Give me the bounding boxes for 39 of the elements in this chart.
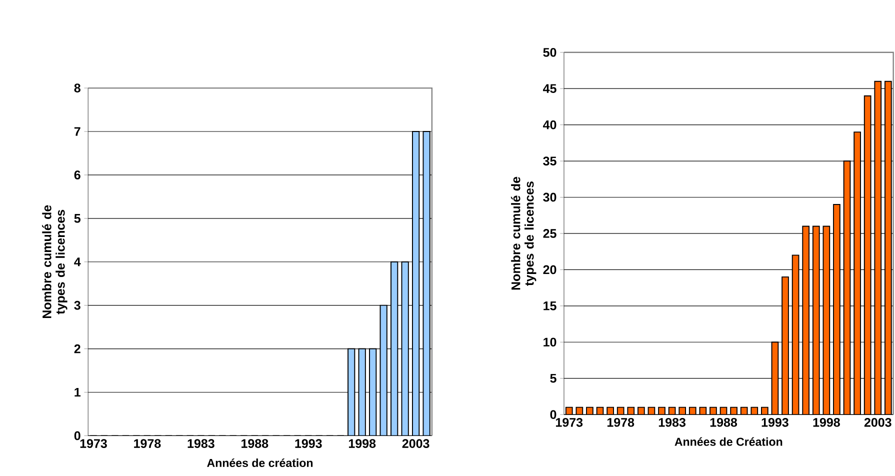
x-tick-label: 2003 bbox=[402, 439, 430, 448]
y-axis-title: Nombre cumulé de types de licences bbox=[42, 205, 68, 318]
x-tick-label: 1973 bbox=[556, 418, 583, 427]
y-tick-label: 0 bbox=[550, 410, 556, 419]
x-tick-label: 1993 bbox=[762, 418, 788, 427]
y-tick-label: 2 bbox=[74, 344, 80, 354]
x-tick-label: 1983 bbox=[188, 439, 214, 448]
y-tick-label: 3 bbox=[74, 300, 80, 310]
x-tick-label: 1978 bbox=[134, 439, 161, 448]
x-tick-label: 1978 bbox=[607, 418, 634, 427]
y-tick-label: 10 bbox=[544, 338, 556, 346]
x-tick-label: 2003 bbox=[864, 418, 892, 427]
x-axis-title: Années de création bbox=[207, 458, 313, 467]
y-tick-label: 40 bbox=[543, 120, 556, 130]
x-tick-label: 1993 bbox=[295, 439, 322, 448]
y-tick-label: 7 bbox=[74, 127, 80, 136]
x-tick-label: 1973 bbox=[80, 439, 107, 448]
y-tick-label: 6 bbox=[74, 170, 80, 180]
y-tick-label: 50 bbox=[543, 48, 556, 57]
bar bbox=[422, 130, 430, 436]
y-tick-label: 5 bbox=[550, 374, 556, 383]
x-tick-label: 1998 bbox=[348, 439, 376, 448]
y-tick-label: 8 bbox=[74, 84, 80, 92]
y-tick-label: 0 bbox=[74, 431, 80, 440]
x-tick-label: 1988 bbox=[710, 418, 738, 427]
x-tick-label: 1983 bbox=[658, 418, 686, 427]
y-tick-label: 15 bbox=[544, 301, 556, 310]
y-tick-label: 4 bbox=[74, 258, 81, 266]
x-axis-title: Années de Création bbox=[674, 437, 782, 446]
y-tick-label: 45 bbox=[543, 84, 556, 93]
y-axis-title: Nombre cumulé de types de licences bbox=[510, 176, 536, 290]
y-tick-label: 5 bbox=[74, 214, 80, 223]
y-tick-label: 35 bbox=[543, 156, 556, 166]
y-tick-label: 25 bbox=[543, 228, 556, 238]
y-tick-label: 1 bbox=[74, 388, 80, 396]
y-tick-label: 20 bbox=[543, 265, 556, 274]
y-tick-label: 30 bbox=[543, 192, 556, 202]
x-tick-label: 1998 bbox=[813, 418, 840, 427]
x-tick-label: 1988 bbox=[242, 439, 268, 448]
